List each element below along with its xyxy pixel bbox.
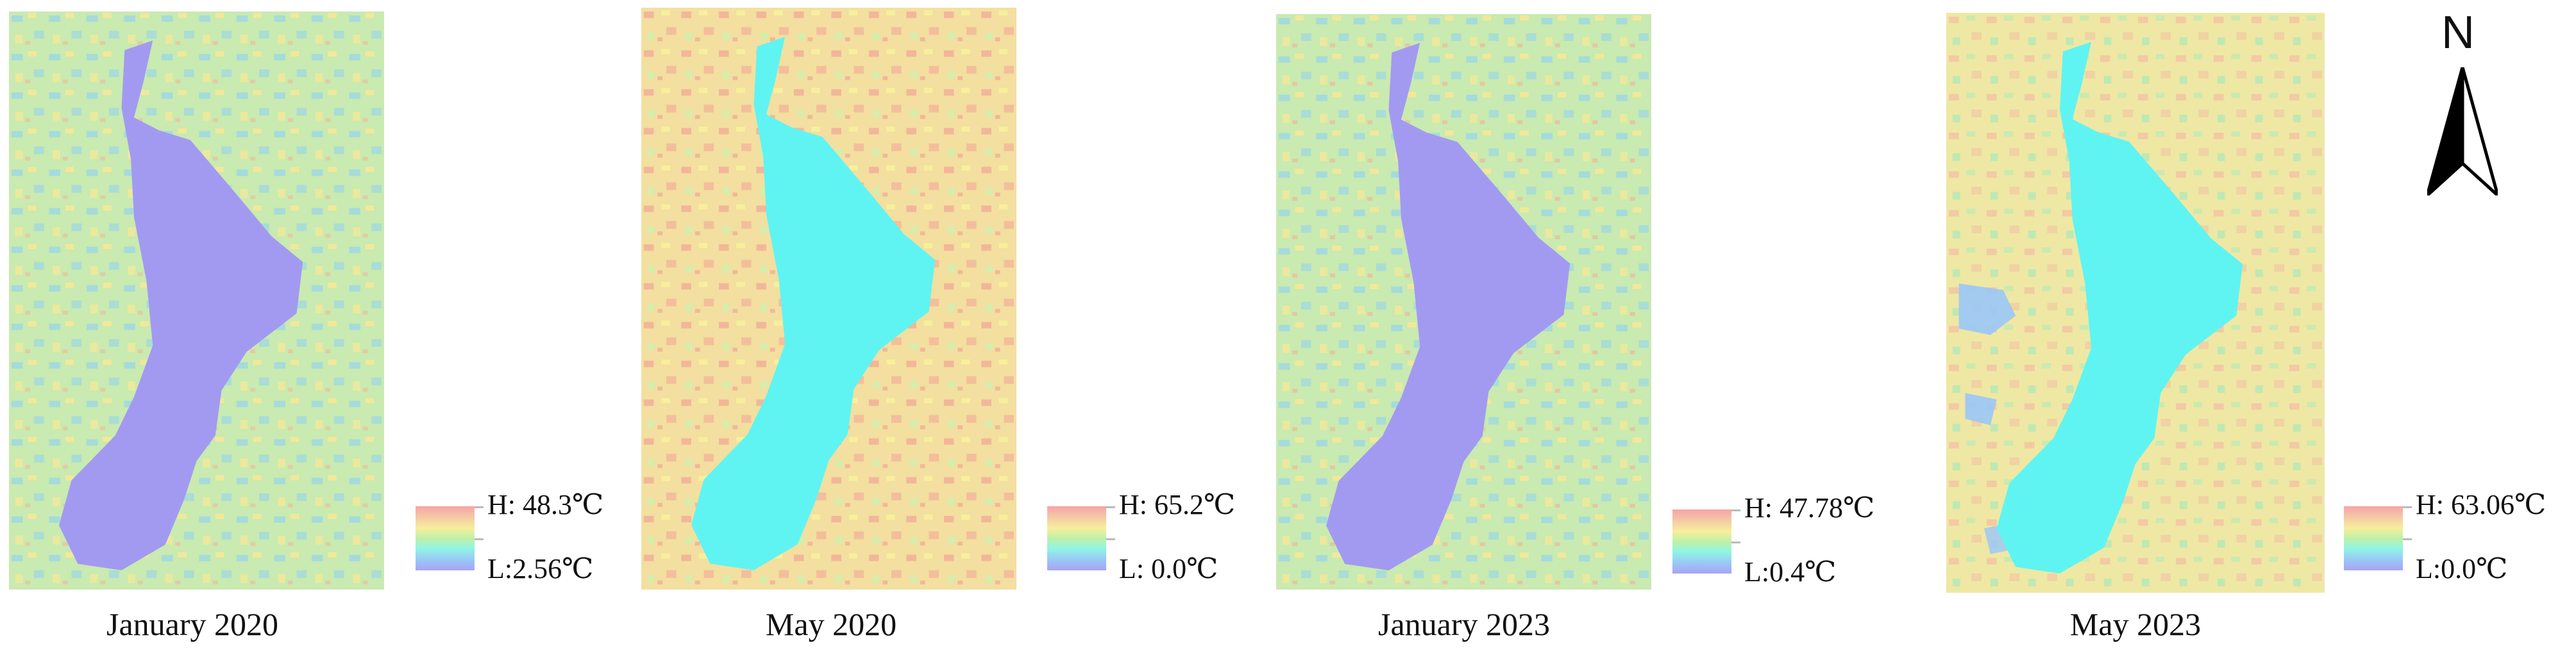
north-label: N: [2441, 7, 2475, 58]
lst-map-image: [641, 8, 1016, 590]
legend-low-label: L:0.4℃: [1744, 556, 1837, 588]
legend-tick-high: [1731, 509, 1740, 511]
legend-tick-mid: [1106, 538, 1115, 540]
temperature-legend: H: 48.3℃ L:2.56℃: [416, 489, 685, 584]
lst-map-january-2023: [1276, 14, 1651, 590]
lake-shape: [691, 37, 936, 570]
temperature-legend: H: 65.2℃ L: 0.0℃: [1047, 489, 1317, 584]
legend-tick-high: [1106, 506, 1115, 508]
legend-high-label: H: 63.06℃: [2416, 489, 2547, 520]
lst-map-may-2020: [641, 8, 1016, 590]
lst-map-may-2023: [1946, 13, 2325, 593]
color-ramp: [1672, 509, 1731, 574]
lake-shape: [1996, 42, 2243, 574]
lst-map-january-2020: [9, 12, 384, 590]
legend-low-label: L:2.56℃: [487, 553, 594, 584]
legend-high-label: H: 47.78℃: [1744, 492, 1875, 524]
lst-map-image: [1276, 14, 1651, 590]
legend-tick-high: [475, 506, 484, 508]
color-ramp: [2344, 506, 2403, 570]
legend-tick-mid: [1731, 541, 1740, 543]
panel-caption: January 2020: [106, 606, 278, 642]
temperature-legend: H: 63.06℃ L:0.0℃: [2344, 489, 2576, 584]
legend-tick-mid: [475, 538, 484, 540]
lake-shape: [59, 40, 303, 570]
legend-low-label: L: 0.0℃: [1119, 553, 1218, 584]
legend-low-label: L:0.0℃: [2416, 553, 2508, 584]
color-ramp: [416, 506, 475, 570]
color-ramp: [1047, 506, 1106, 570]
lake-shape: [1326, 42, 1570, 571]
legend-high-label: H: 65.2℃: [1119, 489, 1236, 520]
panel-caption: May 2023: [2069, 606, 2201, 642]
panel-caption: May 2020: [765, 606, 897, 642]
north-arrow: N: [2414, 6, 2511, 199]
legend-high-label: H: 48.3℃: [487, 489, 604, 520]
legend-tick-high: [2403, 506, 2412, 508]
temperature-legend: H: 47.78℃ L:0.4℃: [1672, 492, 1942, 588]
lst-map-image: [9, 12, 384, 590]
north-arrow-icon: [2427, 67, 2498, 195]
legend-tick-mid: [2403, 538, 2412, 540]
panel-caption: January 2023: [1378, 606, 1550, 642]
lst-map-image: [1946, 13, 2325, 593]
